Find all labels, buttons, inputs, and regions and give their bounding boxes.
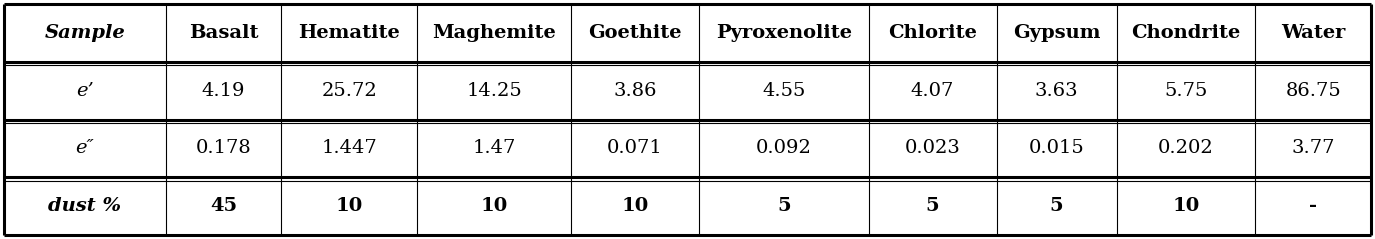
Text: Maghemite: Maghemite <box>432 24 556 42</box>
Text: 3.86: 3.86 <box>613 82 657 100</box>
Text: 3.77: 3.77 <box>1291 139 1335 157</box>
Text: 4.07: 4.07 <box>910 82 954 100</box>
Text: 0.178: 0.178 <box>195 139 252 157</box>
Text: 0.092: 0.092 <box>756 139 811 157</box>
Text: 10: 10 <box>336 197 363 215</box>
Text: 4.55: 4.55 <box>762 82 806 100</box>
Text: 5: 5 <box>777 197 791 215</box>
Text: Sample: Sample <box>44 24 125 42</box>
Text: 45: 45 <box>210 197 236 215</box>
Text: Goethite: Goethite <box>588 24 682 42</box>
Text: 14.25: 14.25 <box>466 82 522 100</box>
Text: Chondrite: Chondrite <box>1132 24 1240 42</box>
Text: 5: 5 <box>925 197 939 215</box>
Text: 10: 10 <box>622 197 649 215</box>
Text: Pyroxenolite: Pyroxenolite <box>716 24 852 42</box>
Text: 10: 10 <box>1173 197 1199 215</box>
Text: 5: 5 <box>1049 197 1063 215</box>
Text: 10: 10 <box>480 197 507 215</box>
Text: 0.202: 0.202 <box>1158 139 1214 157</box>
Text: 1.447: 1.447 <box>322 139 377 157</box>
Text: Chlorite: Chlorite <box>888 24 978 42</box>
Text: e’: e’ <box>76 82 94 100</box>
Text: e″: e″ <box>76 139 95 157</box>
Text: Basalt: Basalt <box>188 24 258 42</box>
Text: 0.071: 0.071 <box>608 139 663 157</box>
Text: -: - <box>1309 197 1317 215</box>
Text: 25.72: 25.72 <box>322 82 377 100</box>
Text: 1.47: 1.47 <box>473 139 516 157</box>
Text: 0.023: 0.023 <box>905 139 961 157</box>
Text: 0.015: 0.015 <box>1028 139 1085 157</box>
Text: 4.19: 4.19 <box>202 82 245 100</box>
Text: dust %: dust % <box>48 197 121 215</box>
Text: 3.63: 3.63 <box>1035 82 1078 100</box>
Text: Hematite: Hematite <box>298 24 400 42</box>
Text: 5.75: 5.75 <box>1165 82 1207 100</box>
Text: Water: Water <box>1282 24 1345 42</box>
Text: Gypsum: Gypsum <box>1013 24 1100 42</box>
Text: 86.75: 86.75 <box>1286 82 1341 100</box>
